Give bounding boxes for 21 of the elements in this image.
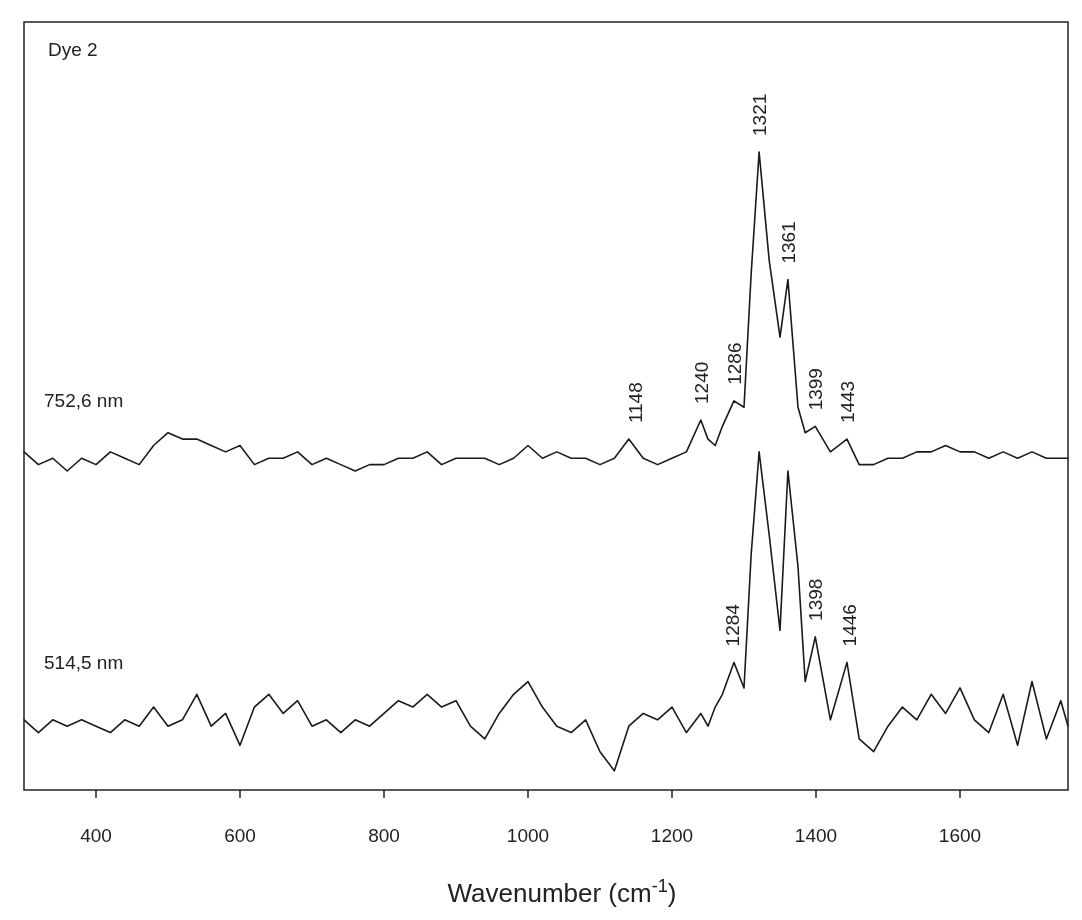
text: 514,5 nm (44, 652, 124, 674)
text: 752,6 nm (44, 390, 124, 412)
annotation: 1148 (624, 382, 646, 424)
x-axis-title: Wavenumber (cm$^{-1}$) (447, 876, 677, 908)
annotation: 1446 (839, 604, 861, 647)
x-tick-label: 1600 (938, 825, 982, 846)
x-tick-label: 1000 (506, 825, 550, 846)
annotation: 1399 (805, 368, 827, 411)
annotation: 1361 (777, 221, 799, 264)
x-tick-label: 800 (368, 825, 400, 846)
x-tick-label: 1200 (650, 825, 694, 846)
annotation: 1321 (749, 93, 771, 136)
x-tick-label: 1400 (794, 825, 838, 846)
x-tick-label: 400 (80, 825, 112, 846)
annotation: 1286 (723, 342, 745, 385)
annotation: 1240 (690, 361, 712, 404)
x-tick-label: 600 (224, 825, 256, 846)
annotation: 1284 (722, 603, 744, 647)
annotation: 1398 (804, 578, 826, 621)
text: Dye 2 (48, 39, 98, 60)
annotation: 1443 (836, 380, 858, 424)
